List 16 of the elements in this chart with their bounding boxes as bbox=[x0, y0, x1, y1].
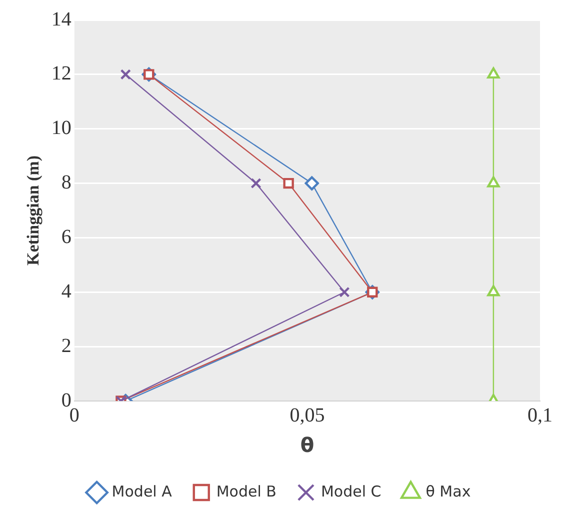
legend-label: Model C bbox=[320, 482, 382, 500]
y-tick-label: 2 bbox=[61, 334, 72, 357]
y-tick-label: 10 bbox=[51, 117, 72, 140]
y-tick-label: 8 bbox=[61, 172, 72, 194]
x-axis-title: θ bbox=[300, 433, 314, 458]
y-axis-title: Ketinggian (m) bbox=[24, 155, 43, 266]
legend-label: θ Max bbox=[426, 482, 471, 500]
y-tick-label: 4 bbox=[61, 280, 72, 302]
y-tick-label: 12 bbox=[51, 62, 72, 85]
legend-label: Model A bbox=[112, 482, 173, 500]
x-tick-label: 0,1 bbox=[528, 404, 552, 426]
y-tick-label: 6 bbox=[61, 226, 72, 248]
legend-label: Model B bbox=[216, 482, 276, 500]
y-tick-label: 0 bbox=[61, 389, 72, 412]
y-tick-label: 14 bbox=[51, 8, 72, 30]
x-tick-label: 0,05 bbox=[290, 404, 325, 426]
